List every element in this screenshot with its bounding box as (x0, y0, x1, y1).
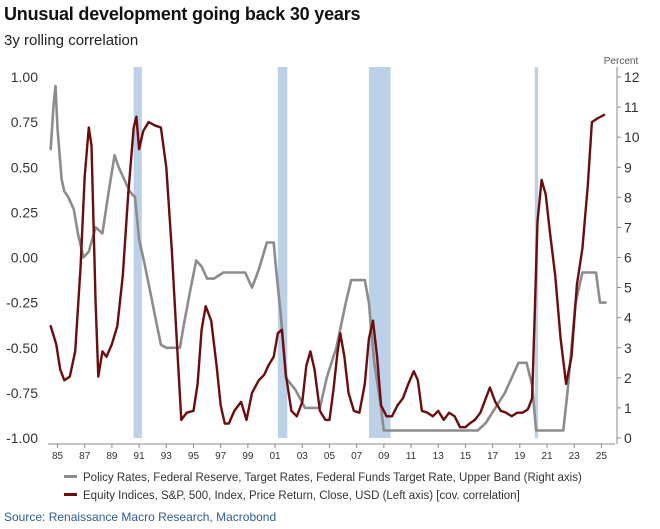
x-tick-label-13: 13 (433, 451, 445, 462)
legend-label-equity: Equity Indices, S&P, 500, Index, Price R… (83, 490, 520, 502)
x-tick-label-15: 15 (460, 451, 472, 462)
recession-band-0 (133, 67, 142, 438)
x-tick-label-21: 21 (541, 451, 553, 462)
recession-bands (133, 67, 539, 438)
right-tick-label-1: 11 (624, 99, 639, 115)
right-tick-label-9: 3 (624, 340, 632, 356)
right-tick-label-11: 1 (624, 400, 632, 416)
right-axis-unit-label: Percent (604, 56, 639, 67)
x-tick-label-11: 11 (406, 451, 417, 462)
left-tick-label-0: 1.00 (11, 69, 38, 85)
x-tick-label-99: 99 (242, 451, 254, 462)
chart-title: Unusual development going back 30 years (4, 4, 361, 24)
x-tick-label-89: 89 (106, 451, 118, 462)
right-tick-label-7: 5 (624, 280, 632, 296)
x-tick-label-95: 95 (188, 451, 200, 462)
x-tick-label-91: 91 (134, 451, 146, 462)
chart-subtitle: 3y rolling correlation (4, 32, 139, 49)
legend-label-policy: Policy Rates, Federal Reserve, Target Ra… (83, 472, 582, 484)
x-tick-label-01: 01 (270, 451, 282, 462)
left-tick-label-5: -0.25 (6, 295, 38, 311)
right-tick-label-6: 6 (624, 250, 632, 266)
right-tick-label-5: 7 (624, 219, 632, 235)
right-tick-label-2: 10 (624, 129, 640, 145)
legend-swatch-equity (64, 493, 77, 497)
series-lines (49, 84, 607, 432)
left-tick-label-1: 0.75 (11, 114, 38, 130)
legend-item-policy: Policy Rates, Federal Reserve, Target Ra… (64, 472, 582, 484)
left-tick-label-7: -0.75 (6, 385, 38, 401)
series-line-equity-correlation (49, 113, 606, 429)
x-tick-label-87: 87 (79, 451, 91, 462)
left-tick-label-3: 0.25 (11, 204, 38, 220)
source-note: Source: Renaissance Macro Research, Macr… (4, 510, 277, 524)
legend-item-equity: Equity Indices, S&P, 500, Index, Price R… (64, 490, 520, 502)
x-tick-label-07: 07 (351, 451, 363, 462)
x-tick-label-03: 03 (297, 451, 309, 462)
recession-band-2 (368, 67, 391, 438)
right-tick-label-10: 2 (624, 370, 632, 386)
x-tick-label-05: 05 (324, 451, 336, 462)
recession-band-1 (277, 67, 288, 438)
left-tick-label-2: 0.50 (11, 159, 38, 175)
series-line-policy-rate (49, 84, 607, 432)
right-tick-label-3: 9 (624, 159, 632, 175)
x-tick-label-93: 93 (161, 451, 173, 462)
x-tick-label-17: 17 (487, 451, 499, 462)
x-tick-label-25: 25 (596, 451, 608, 462)
left-tick-label-4: 0.00 (11, 250, 38, 266)
right-tick-label-8: 4 (624, 310, 632, 326)
x-tick-label-85: 85 (52, 451, 64, 462)
right-tick-label-0: 12 (624, 69, 640, 85)
x-tick-label-09: 09 (378, 451, 390, 462)
left-tick-label-6: -0.50 (6, 340, 38, 356)
right-tick-label-12: 0 (624, 430, 632, 446)
left-tick-label-8: -1.00 (6, 430, 38, 446)
x-tick-label-23: 23 (569, 451, 581, 462)
axes: 85 87 89 91 93 95 97 99 01 03 05 07 09 11 13 15 17 19 21 23… (6, 67, 640, 462)
x-tick-label-19: 19 (514, 451, 526, 462)
x-tick-label-97: 97 (215, 451, 227, 462)
legend-swatch-policy (64, 475, 77, 479)
right-tick-label-4: 8 (624, 189, 632, 205)
